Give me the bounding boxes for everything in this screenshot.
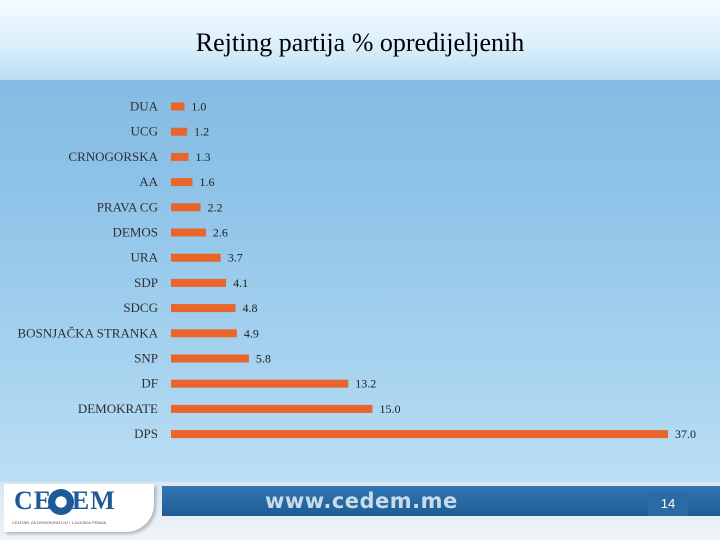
data-label: 1.2: [194, 125, 209, 139]
data-label: 13.2: [355, 377, 376, 391]
category-label: DF: [141, 376, 158, 391]
logo-globe-icon: [48, 489, 74, 515]
category-label: DEMOKRATE: [78, 401, 158, 416]
category-label: URA: [131, 250, 159, 265]
data-label: 2.6: [213, 226, 228, 240]
category-label: UCG: [131, 124, 158, 139]
data-label: 5.8: [256, 352, 271, 366]
logo-subtitle: CENTAR ZA DEMOKRATIJU I LJUDSKA PRAVA: [12, 520, 107, 525]
bar-chart: DUA 1.0 UCG 1.2 CRNOGORSKA 1.3 AA 1.6 PRAVA CG 2.…: [18, 99, 697, 442]
category-label: SNP: [134, 351, 158, 366]
data-label: 2.2: [208, 200, 223, 214]
category-label: DUA: [130, 99, 159, 114]
bar: [171, 152, 189, 161]
bar: [171, 404, 373, 413]
data-label: 3.7: [228, 251, 243, 265]
category-label: CRNOGORSKA: [68, 149, 158, 164]
bar: [171, 304, 236, 313]
bar: [171, 278, 227, 287]
data-label: 4.8: [242, 301, 257, 315]
data-label: 1.3: [195, 150, 210, 164]
category-label: BOSNJAČKA STRANKA: [18, 325, 159, 340]
bar: [171, 379, 349, 388]
data-label: 1.6: [199, 175, 214, 189]
category-label: DPS: [134, 426, 158, 441]
website-url[interactable]: www.cedem.me: [265, 489, 458, 513]
footer-strip: [162, 486, 720, 516]
page-number: 14: [648, 492, 688, 516]
bar: [171, 253, 221, 262]
bar: [171, 228, 206, 237]
data-label: 15.0: [379, 402, 400, 416]
category-label: SDP: [134, 275, 158, 290]
bar: [171, 329, 237, 338]
category-label: AA: [139, 174, 158, 189]
bar: [171, 430, 668, 439]
bar: [171, 127, 188, 136]
category-label: DEMOS: [112, 225, 158, 240]
cedem-logo: CEDEM CENTAR ZA DEMOKRATIJU I LJUDSKA PR…: [4, 484, 154, 532]
bar: [171, 354, 249, 363]
data-label: 4.9: [244, 326, 259, 340]
bar: [171, 203, 201, 212]
data-label: 37.0: [675, 427, 696, 441]
title-band: [0, 0, 720, 80]
bar: [171, 102, 185, 111]
page-title: Rejting partija % opredijeljenih: [195, 28, 525, 57]
data-label: 1.0: [191, 100, 206, 114]
category-label: PRAVA CG: [97, 199, 158, 214]
category-label: SDCG: [123, 300, 158, 315]
bar: [171, 178, 193, 187]
data-label: 4.1: [233, 276, 248, 290]
